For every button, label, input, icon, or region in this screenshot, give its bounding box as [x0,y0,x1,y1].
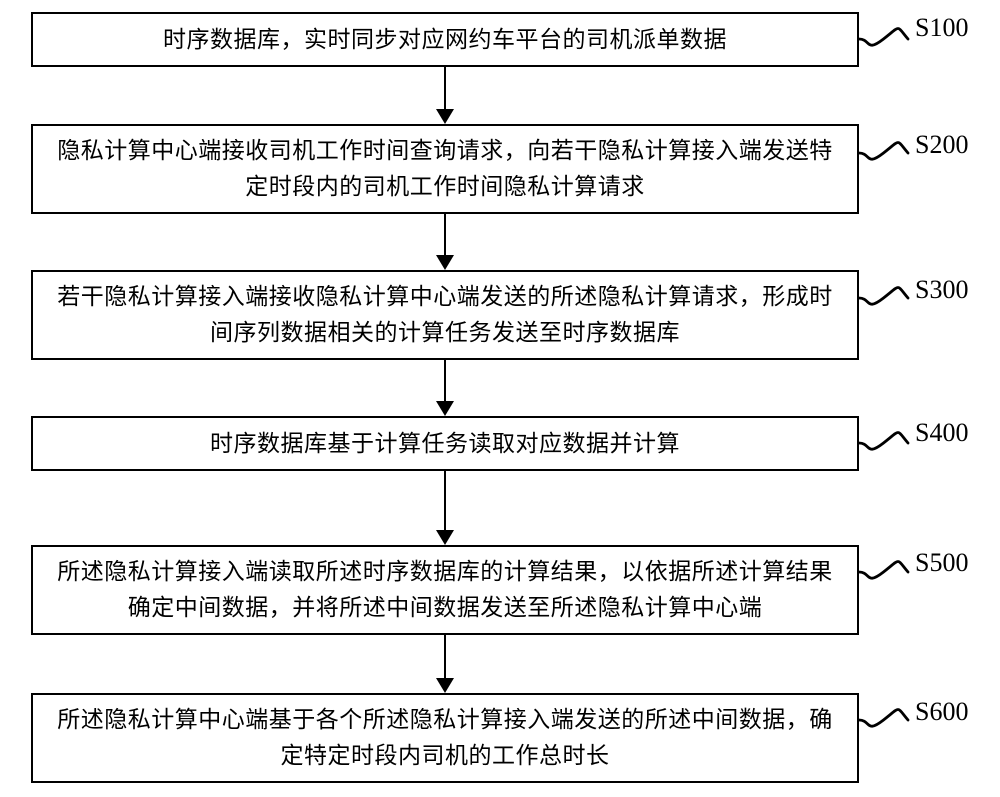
arrow-line-3 [444,471,446,532]
arrow-head-2 [436,401,454,416]
arrow-head-1 [436,255,454,270]
arrow-head-4 [436,678,454,693]
arrow-head-0 [436,109,454,124]
connector-s600 [0,0,1000,797]
arrow-line-2 [444,360,446,403]
arrow-line-1 [444,214,446,257]
flowchart-canvas: 时序数据库，实时同步对应网约车平台的司机派单数据S100隐私计算中心端接收司机工… [0,0,1000,797]
arrow-line-4 [444,635,446,680]
arrow-line-0 [444,67,446,111]
arrow-head-3 [436,530,454,545]
